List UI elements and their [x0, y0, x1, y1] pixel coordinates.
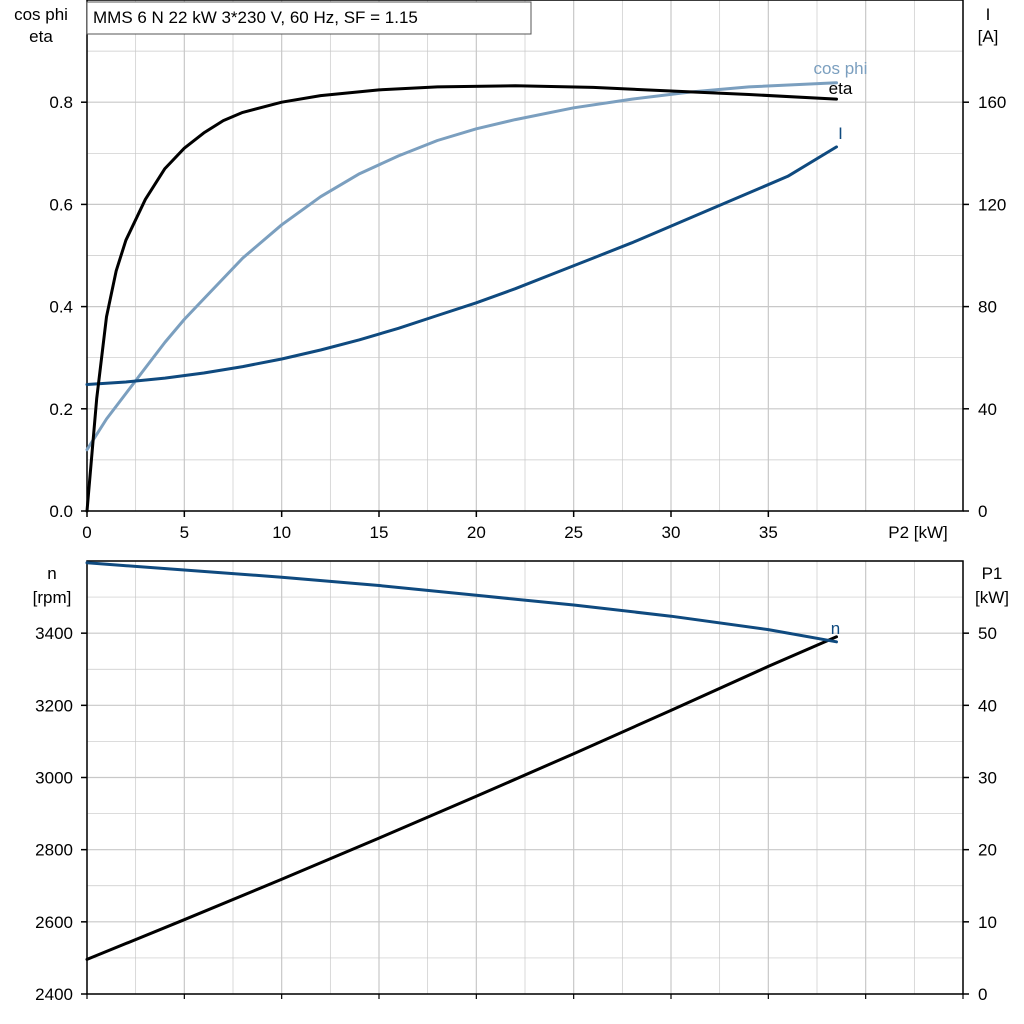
- cosphi-series-label: cos phi: [814, 59, 868, 78]
- y-right-tick-label: 0: [978, 985, 987, 1004]
- eta-series-label: eta: [829, 79, 853, 98]
- y-right-tick-label: 30: [978, 769, 997, 788]
- top-left-axis-label-1: cos phi: [14, 5, 68, 24]
- bottom-right-axis-label-1: P1: [982, 564, 1003, 583]
- y-right-tick-label: 40: [978, 696, 997, 715]
- current-series-label: I: [838, 124, 843, 143]
- speed-series-label: n: [831, 619, 840, 638]
- x-tick-label: 25: [564, 523, 583, 542]
- top-x-axis-label: P2 [kW]: [888, 523, 948, 542]
- top-left-axis-label-2: eta: [29, 27, 53, 46]
- speed-series-line: [85, 561, 838, 644]
- top-right-axis-label-1: I: [986, 5, 991, 24]
- x-tick-label: 0: [82, 523, 91, 542]
- y-left-tick-label: 0.2: [49, 400, 73, 419]
- bottom-left-axis-label-1: n: [47, 564, 56, 583]
- y-left-tick-label: 3400: [35, 624, 73, 643]
- y-right-tick-label: 10: [978, 913, 997, 932]
- p1-series-line: [85, 635, 838, 961]
- y-left-tick-label: 0.8: [49, 93, 73, 112]
- y-right-tick-label: 80: [978, 298, 997, 317]
- plot-frame: [86, 0, 964, 512]
- chart-title: MMS 6 N 22 kW 3*230 V, 60 Hz, SF = 1.15: [93, 8, 418, 27]
- y-left-tick-label: 3000: [35, 769, 73, 788]
- y-left-tick-label: 2600: [35, 913, 73, 932]
- y-right-tick-label: 20: [978, 841, 997, 860]
- x-tick-label: 15: [370, 523, 389, 542]
- cosphi-series-line: [85, 81, 838, 452]
- y-left-tick-label: 3200: [35, 696, 73, 715]
- y-right-tick-label: 50: [978, 624, 997, 643]
- top-chart-panel: 0 5 10 15 20 25 30 35 0.0 0.2 0.4 0.6 0.8 0 40 80 120 160…: [49, 0, 1006, 542]
- y-left-tick-label: 2400: [35, 985, 73, 1004]
- bottom-right-axis-label-2: [kW]: [975, 588, 1009, 607]
- y-left-tick-label: 0.4: [49, 298, 73, 317]
- x-tick-label: 30: [662, 523, 681, 542]
- eta-series-line: [85, 84, 838, 513]
- bottom-chart-panel: 2400 2600 2800 3000 3200 3400 0 10 20 30 40 50 n: [35, 560, 997, 1004]
- y-left-tick-label: 0.0: [49, 502, 73, 521]
- x-tick-label: 35: [759, 523, 778, 542]
- top-right-axis-label-2: [A]: [978, 27, 999, 46]
- y-right-tick-label: 160: [978, 93, 1006, 112]
- y-right-tick-label: 40: [978, 400, 997, 419]
- x-tick-label: 10: [272, 523, 291, 542]
- bottom-left-axis-label-2: [rpm]: [33, 588, 72, 607]
- x-tick-label: 5: [180, 523, 189, 542]
- y-left-tick-label: 0.6: [49, 195, 73, 214]
- y-right-tick-label: 0: [978, 502, 987, 521]
- title-box: [86, 1, 532, 35]
- x-tick-label: 20: [467, 523, 486, 542]
- y-right-tick-label: 120: [978, 195, 1006, 214]
- y-left-tick-label: 2800: [35, 841, 73, 860]
- current-series-line: [85, 145, 838, 386]
